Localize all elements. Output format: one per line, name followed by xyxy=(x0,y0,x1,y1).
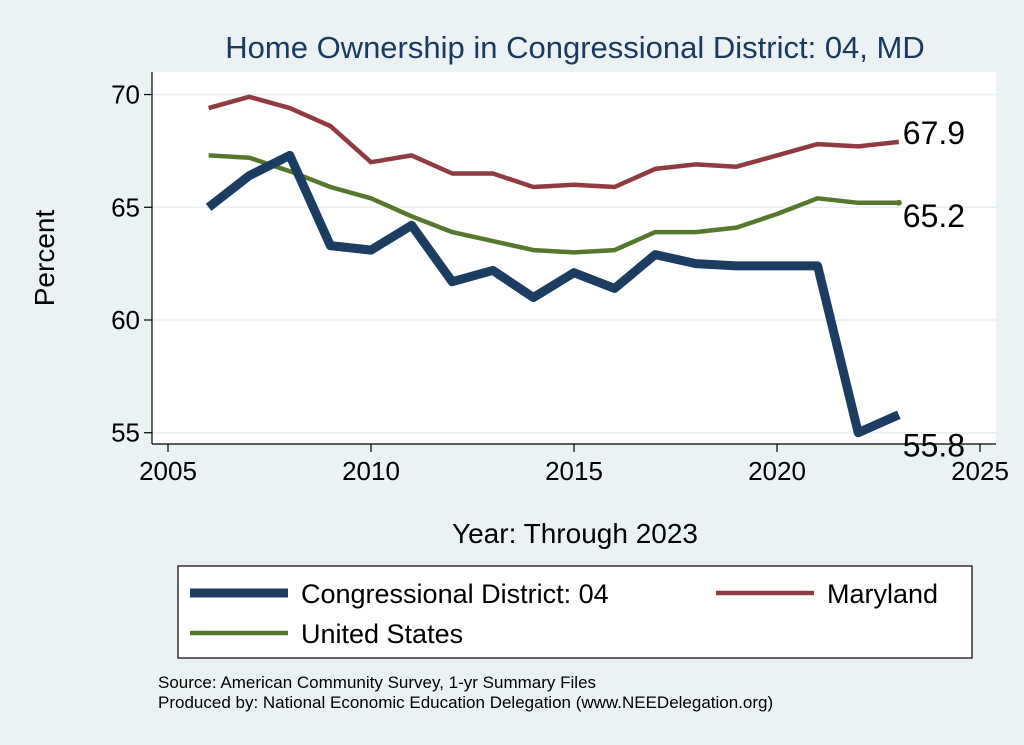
chart-title: Home Ownership in Congressional District… xyxy=(225,30,924,65)
source-note: Source: American Community Survey, 1-yr … xyxy=(158,673,596,692)
producer-note: Produced by: National Economic Education… xyxy=(158,693,773,712)
end-labels: 65.2 67.9 55.8 xyxy=(903,115,965,464)
y-tick-label: 70 xyxy=(111,80,140,110)
legend: Congressional District: 04 Maryland Unit… xyxy=(177,565,973,659)
y-axis-ticks: 55 60 65 70 xyxy=(111,80,152,448)
legend-label-united-states: United States xyxy=(301,619,463,649)
y-tick-label: 60 xyxy=(111,305,140,335)
y-axis-title: Percent xyxy=(29,210,60,307)
series-line-district xyxy=(205,150,901,438)
x-tick-label: 2010 xyxy=(342,456,400,486)
series-line-united-states xyxy=(208,153,899,255)
x-axis-title: Year: Through 2023 xyxy=(452,518,698,549)
end-label-maryland: 67.9 xyxy=(903,115,965,151)
x-tick-label: 2025 xyxy=(951,456,1009,486)
y-tick-label: 65 xyxy=(111,192,140,222)
end-label-district: 55.8 xyxy=(903,428,965,464)
end-label-united-states: 65.2 xyxy=(903,198,965,234)
legend-label-district: Congressional District: 04 xyxy=(301,579,609,609)
x-tick-label: 2015 xyxy=(545,456,603,486)
series-lines xyxy=(205,94,902,438)
legend-box xyxy=(177,565,973,659)
x-axis-ticks: 2005 2010 2015 2020 2025 xyxy=(139,444,1009,486)
x-tick-label: 2005 xyxy=(139,456,197,486)
y-tick-label: 55 xyxy=(111,418,140,448)
series-endpoint-united-states xyxy=(895,199,902,206)
plot-area xyxy=(152,72,996,444)
series-line-maryland xyxy=(207,94,900,190)
legend-label-maryland: Maryland xyxy=(827,579,938,609)
x-tick-label: 2020 xyxy=(748,456,806,486)
